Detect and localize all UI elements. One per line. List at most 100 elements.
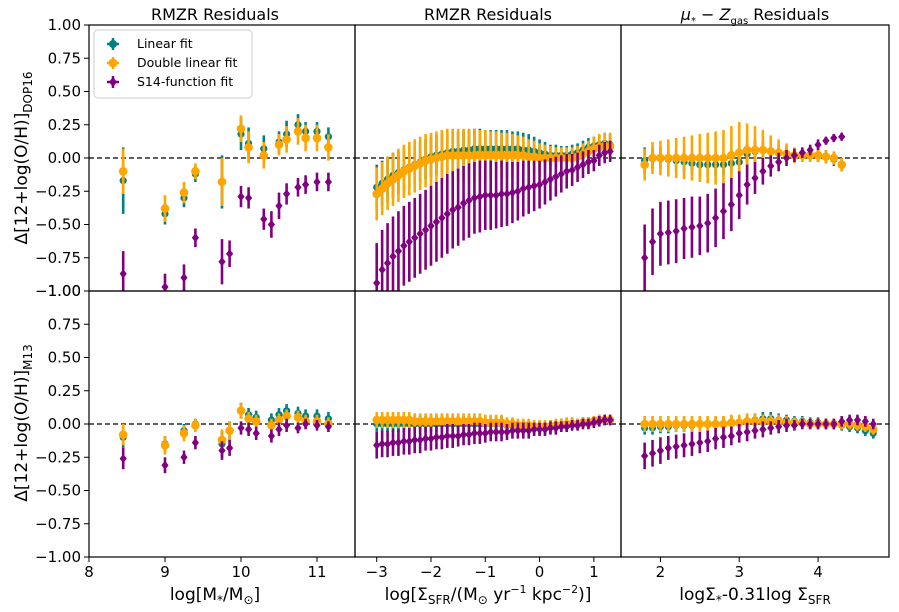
- data-point-s14-function-fit: [497, 160, 506, 228]
- data-point-s14-function-fit: [161, 457, 169, 474]
- data-point-s14-function-fit: [432, 425, 441, 450]
- marker: [853, 421, 862, 430]
- marker: [579, 419, 587, 429]
- data-point-s14-function-fit: [790, 420, 799, 431]
- marker: [541, 424, 549, 434]
- data-point-s14-function-fit: [237, 421, 245, 435]
- marker: [719, 153, 728, 163]
- marker: [758, 145, 768, 155]
- data-point-double-linear-fit: [118, 424, 128, 446]
- data-point-s14-function-fit: [294, 422, 302, 434]
- data-point-double-linear-fit: [160, 195, 170, 222]
- data-point-s14-function-fit: [267, 211, 275, 238]
- data-point-s14-function-fit: [405, 201, 413, 282]
- marker: [790, 420, 799, 430]
- x-tick-label: −1: [474, 563, 496, 581]
- data-point-s14-function-fit: [449, 424, 457, 448]
- marker: [519, 184, 527, 194]
- data-point-s14-function-fit: [454, 425, 462, 447]
- data-point-s14-function-fit: [161, 273, 169, 291]
- marker: [191, 438, 199, 448]
- marker: [584, 419, 593, 429]
- marker: [470, 428, 479, 438]
- marker: [438, 432, 446, 442]
- marker: [775, 422, 783, 432]
- data-point-s14-function-fit: [180, 450, 188, 464]
- marker: [695, 153, 705, 163]
- data-point-s14-function-fit: [557, 155, 565, 193]
- data-point-s14-function-fit: [530, 160, 538, 212]
- marker: [672, 442, 680, 452]
- marker: [727, 418, 736, 427]
- marker: [180, 452, 188, 462]
- data-point-s14-function-fit: [696, 196, 704, 256]
- data-point-s14-function-fit: [568, 420, 576, 431]
- marker: [861, 422, 870, 431]
- marker: [324, 177, 332, 187]
- marker: [245, 424, 253, 434]
- marker: [267, 421, 276, 430]
- data-point-s14-function-fit: [546, 421, 555, 435]
- marker: [648, 448, 657, 458]
- data-point-s14-function-fit: [590, 417, 598, 428]
- marker: [259, 151, 269, 160]
- marker: [411, 233, 419, 243]
- data-point-s14-function-fit: [727, 177, 735, 232]
- marker: [312, 133, 322, 143]
- marker: [274, 140, 284, 149]
- marker: [568, 420, 576, 430]
- marker: [378, 265, 386, 275]
- data-point-s14-function-fit: [294, 177, 302, 197]
- data-point-double-linear-fit: [372, 167, 382, 221]
- panel-top-left: −0.75−0.50−0.250.000.250.500.751.00−1.00: [35, 16, 356, 300]
- marker: [191, 167, 200, 176]
- marker: [704, 218, 712, 228]
- panel-top-middle: [354, 24, 622, 292]
- marker: [179, 429, 189, 438]
- marker: [160, 440, 170, 450]
- data-point-s14-function-fit: [400, 205, 408, 286]
- marker: [476, 192, 484, 202]
- data-point-double-linear-fit: [640, 148, 649, 181]
- x-tick-label: 3: [734, 563, 744, 581]
- data-point-s14-function-fit: [191, 435, 199, 450]
- data-point-s14-function-fit: [595, 144, 603, 166]
- marker: [552, 423, 560, 433]
- data-point-s14-function-fit: [476, 160, 484, 233]
- marker: [432, 217, 441, 227]
- data-layer: [640, 412, 878, 470]
- panel-frame: [620, 290, 890, 558]
- data-point-s14-function-fit: [579, 418, 587, 430]
- data-point-s14-function-fit: [394, 429, 403, 456]
- marker: [734, 148, 744, 157]
- marker: [552, 172, 560, 182]
- data-point-s14-function-fit: [487, 160, 495, 230]
- marker: [648, 237, 657, 247]
- marker: [696, 438, 704, 448]
- data-point-s14-function-fit: [508, 161, 517, 224]
- legend-marker-s14: [107, 76, 119, 88]
- data-point-double-linear-fit: [727, 126, 736, 185]
- marker: [427, 221, 435, 231]
- marker: [245, 193, 253, 203]
- marker: [679, 419, 689, 429]
- data-layer: [118, 402, 333, 474]
- marker: [845, 415, 854, 425]
- data-point-s14-function-fit: [688, 196, 696, 258]
- marker: [454, 202, 462, 212]
- marker: [656, 153, 665, 163]
- marker: [373, 440, 381, 450]
- data-point-s14-function-fit: [218, 441, 226, 460]
- marker: [275, 424, 283, 434]
- data-point-s14-function-fit: [782, 418, 791, 432]
- marker: [743, 180, 751, 190]
- data-point-s14-function-fit: [324, 421, 332, 432]
- marker: [830, 419, 838, 429]
- marker: [853, 415, 862, 425]
- data-point-s14-function-fit: [798, 147, 806, 158]
- data-point-s14-function-fit: [302, 175, 310, 194]
- marker: [696, 221, 704, 231]
- data-point-double-linear-fit: [274, 134, 284, 156]
- data-point-double-linear-fit: [837, 158, 847, 172]
